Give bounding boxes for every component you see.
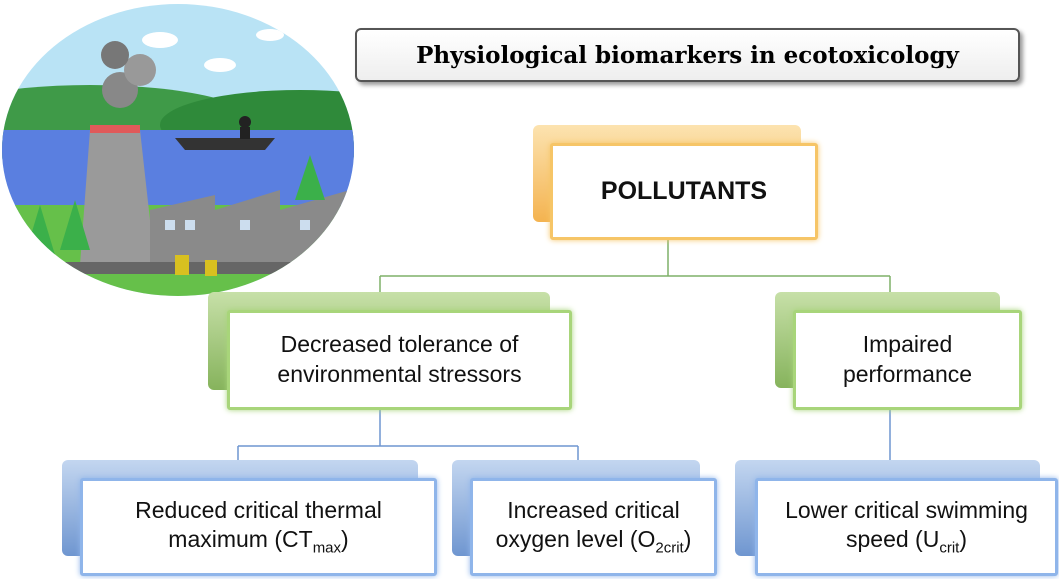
- node-label: Increased critical oxygen level (O: [495, 496, 680, 553]
- node-label: Reduced critical thermal maximum (CT: [135, 496, 382, 553]
- node: Reduced critical thermal maximum (CTmax): [80, 478, 437, 576]
- connectors: [237, 410, 891, 460]
- node: Lower critical swimming speed (Ucrit): [755, 478, 1058, 576]
- node-label: ): [341, 526, 349, 553]
- node: Increased critical oxygen level (O2crit): [470, 478, 717, 576]
- node-label: POLLUTANTS: [600, 177, 768, 206]
- node: Impaired performance: [793, 310, 1022, 410]
- node-subscript: crit: [939, 539, 960, 557]
- node-subscript: max: [312, 539, 342, 557]
- illustration: [2, 4, 354, 296]
- connectors: [379, 240, 891, 292]
- node-label: ): [959, 526, 967, 553]
- node-label: ): [683, 526, 692, 553]
- node-label: Impaired performance: [842, 331, 973, 387]
- node-label: Decreased tolerance of environmental str…: [277, 331, 522, 387]
- title: Physiological biomarkers in ecotoxicolog…: [355, 28, 1020, 82]
- node: POLLUTANTS: [550, 143, 818, 240]
- node-subscript: 2crit: [655, 539, 684, 557]
- node: Decreased tolerance of environmental str…: [227, 310, 572, 410]
- node-label: Lower critical swimming speed (U: [785, 496, 1028, 553]
